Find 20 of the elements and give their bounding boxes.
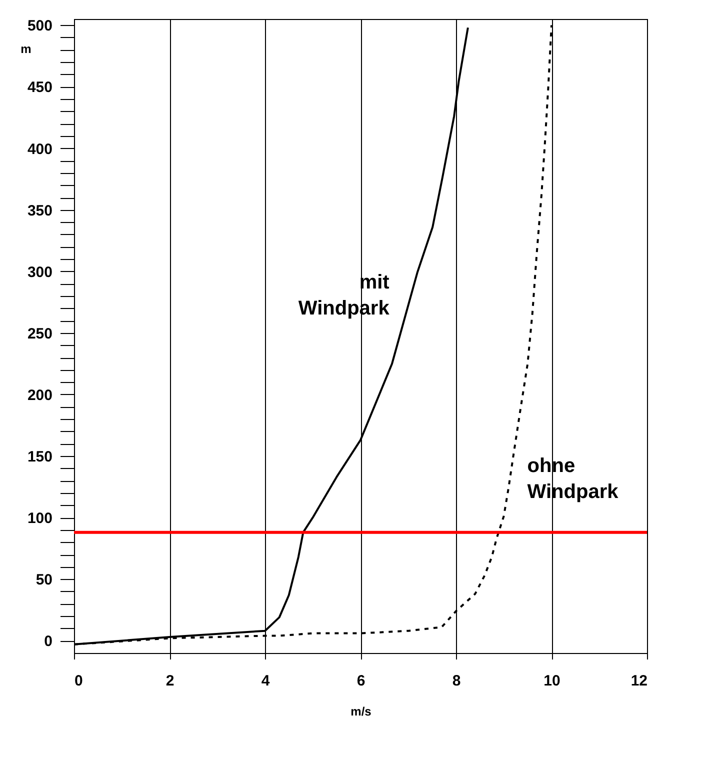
x-tick-label: 10 [544, 672, 560, 690]
x-tick-label: 0 [74, 672, 83, 690]
x-tick-label: 6 [356, 672, 366, 690]
y-axis-title: m [20, 42, 32, 56]
y-tick-label: 450 [27, 79, 52, 96]
y-tick-label: 350 [27, 202, 52, 220]
y-tick-label: 100 [27, 510, 52, 528]
y-tick-label: 300 [27, 264, 52, 281]
x-tick-label: 12 [630, 672, 648, 690]
x-tick-label: 8 [452, 672, 461, 690]
x-tick-label: 2 [166, 672, 174, 690]
y-tick-label: 50 [36, 572, 52, 589]
y-tick-label: 400 [27, 140, 52, 158]
x-axis-title: m/s [350, 704, 372, 718]
x-tick-label: 4 [261, 672, 270, 690]
y-tick-label: 250 [27, 325, 52, 342]
y-tick-label: 0 [44, 633, 52, 650]
y-tick-label: 500 [27, 18, 52, 35]
y-tick-label: 150 [27, 448, 52, 466]
y-tick-label: 200 [27, 386, 52, 404]
